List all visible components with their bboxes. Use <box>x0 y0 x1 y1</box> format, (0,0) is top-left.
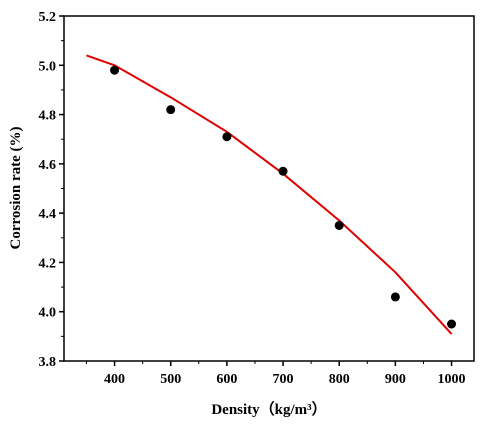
x-tick-label: 500 <box>160 372 181 387</box>
x-tick-label: 800 <box>329 372 350 387</box>
data-point <box>222 132 232 142</box>
x-tick-label: 1000 <box>438 372 466 387</box>
x-tick-label: 400 <box>104 372 125 387</box>
y-axis-ticks: 3.8 4.0 4.2 4.4 4.6 4.8 5.0 5.2 <box>39 10 64 370</box>
y-axis-title: Corrosion rate (%) <box>8 126 24 249</box>
data-point <box>390 292 400 302</box>
x-axis-title: Density（kg/m³） <box>211 400 326 418</box>
y-tick-label: 5.2 <box>39 10 57 25</box>
data-point <box>334 220 344 230</box>
y-tick-label: 4.8 <box>39 109 57 124</box>
y-tick-label: 4.4 <box>39 207 57 222</box>
plot-frame <box>63 15 475 362</box>
y-tick-label: 5.0 <box>39 59 57 74</box>
y-tick-label: 4.0 <box>39 306 57 321</box>
y-tick-label: 4.6 <box>39 158 57 173</box>
y-tick-label: 3.8 <box>39 355 57 370</box>
fit-line <box>86 54 453 335</box>
data-point <box>278 166 288 176</box>
data-point <box>110 65 120 75</box>
data-points <box>110 65 457 329</box>
x-tick-label: 900 <box>385 372 406 387</box>
data-point <box>166 105 176 115</box>
x-tick-label: 600 <box>216 372 237 387</box>
data-point <box>447 319 457 329</box>
x-axis-ticks: 400 500 600 700 800 900 1000 <box>85 361 466 387</box>
y-tick-label: 4.2 <box>39 256 57 271</box>
x-tick-label: 700 <box>273 372 294 387</box>
